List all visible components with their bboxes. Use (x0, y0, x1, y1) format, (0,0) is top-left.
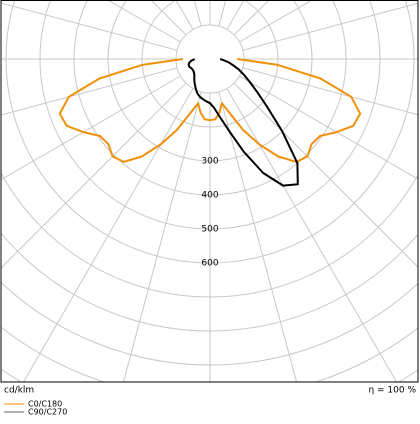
r-tick-label: 600 (201, 259, 218, 269)
grid-spoke (233, 82, 418, 268)
grid-spoke (1, 75, 181, 181)
r-tick-label: 300 (201, 157, 218, 167)
grid-spoke (193, 0, 202, 27)
legend-label: C0/C180 (28, 400, 62, 409)
r-tick-label: 500 (201, 225, 218, 235)
grid-spoke (1, 2, 178, 51)
series-line (58, 58, 362, 163)
grid-spoke (226, 88, 398, 382)
grid-spoke (150, 0, 187, 36)
grid-spoke (122, 91, 202, 382)
grid-spoke (242, 2, 418, 51)
r-tick-label: 400 (201, 191, 218, 201)
grid-spoke (22, 88, 194, 382)
grid-ring (175, 24, 245, 94)
grid-spoke (239, 0, 314, 43)
grid-spoke (1, 82, 187, 269)
grid-spoke (1, 67, 178, 116)
grid-spoke (218, 0, 227, 27)
grid-spoke (218, 91, 298, 382)
series-line (187, 58, 299, 187)
grid-spoke (106, 0, 181, 43)
frame (0, 0, 419, 383)
grid-spoke (233, 0, 270, 36)
grid-spoke (242, 67, 418, 116)
grid-spoke (239, 75, 418, 180)
efficiency-label: η = 100 % (368, 386, 416, 396)
legend-label: C90/C270 (28, 408, 67, 417)
unit-label: cd/klm (4, 386, 34, 396)
